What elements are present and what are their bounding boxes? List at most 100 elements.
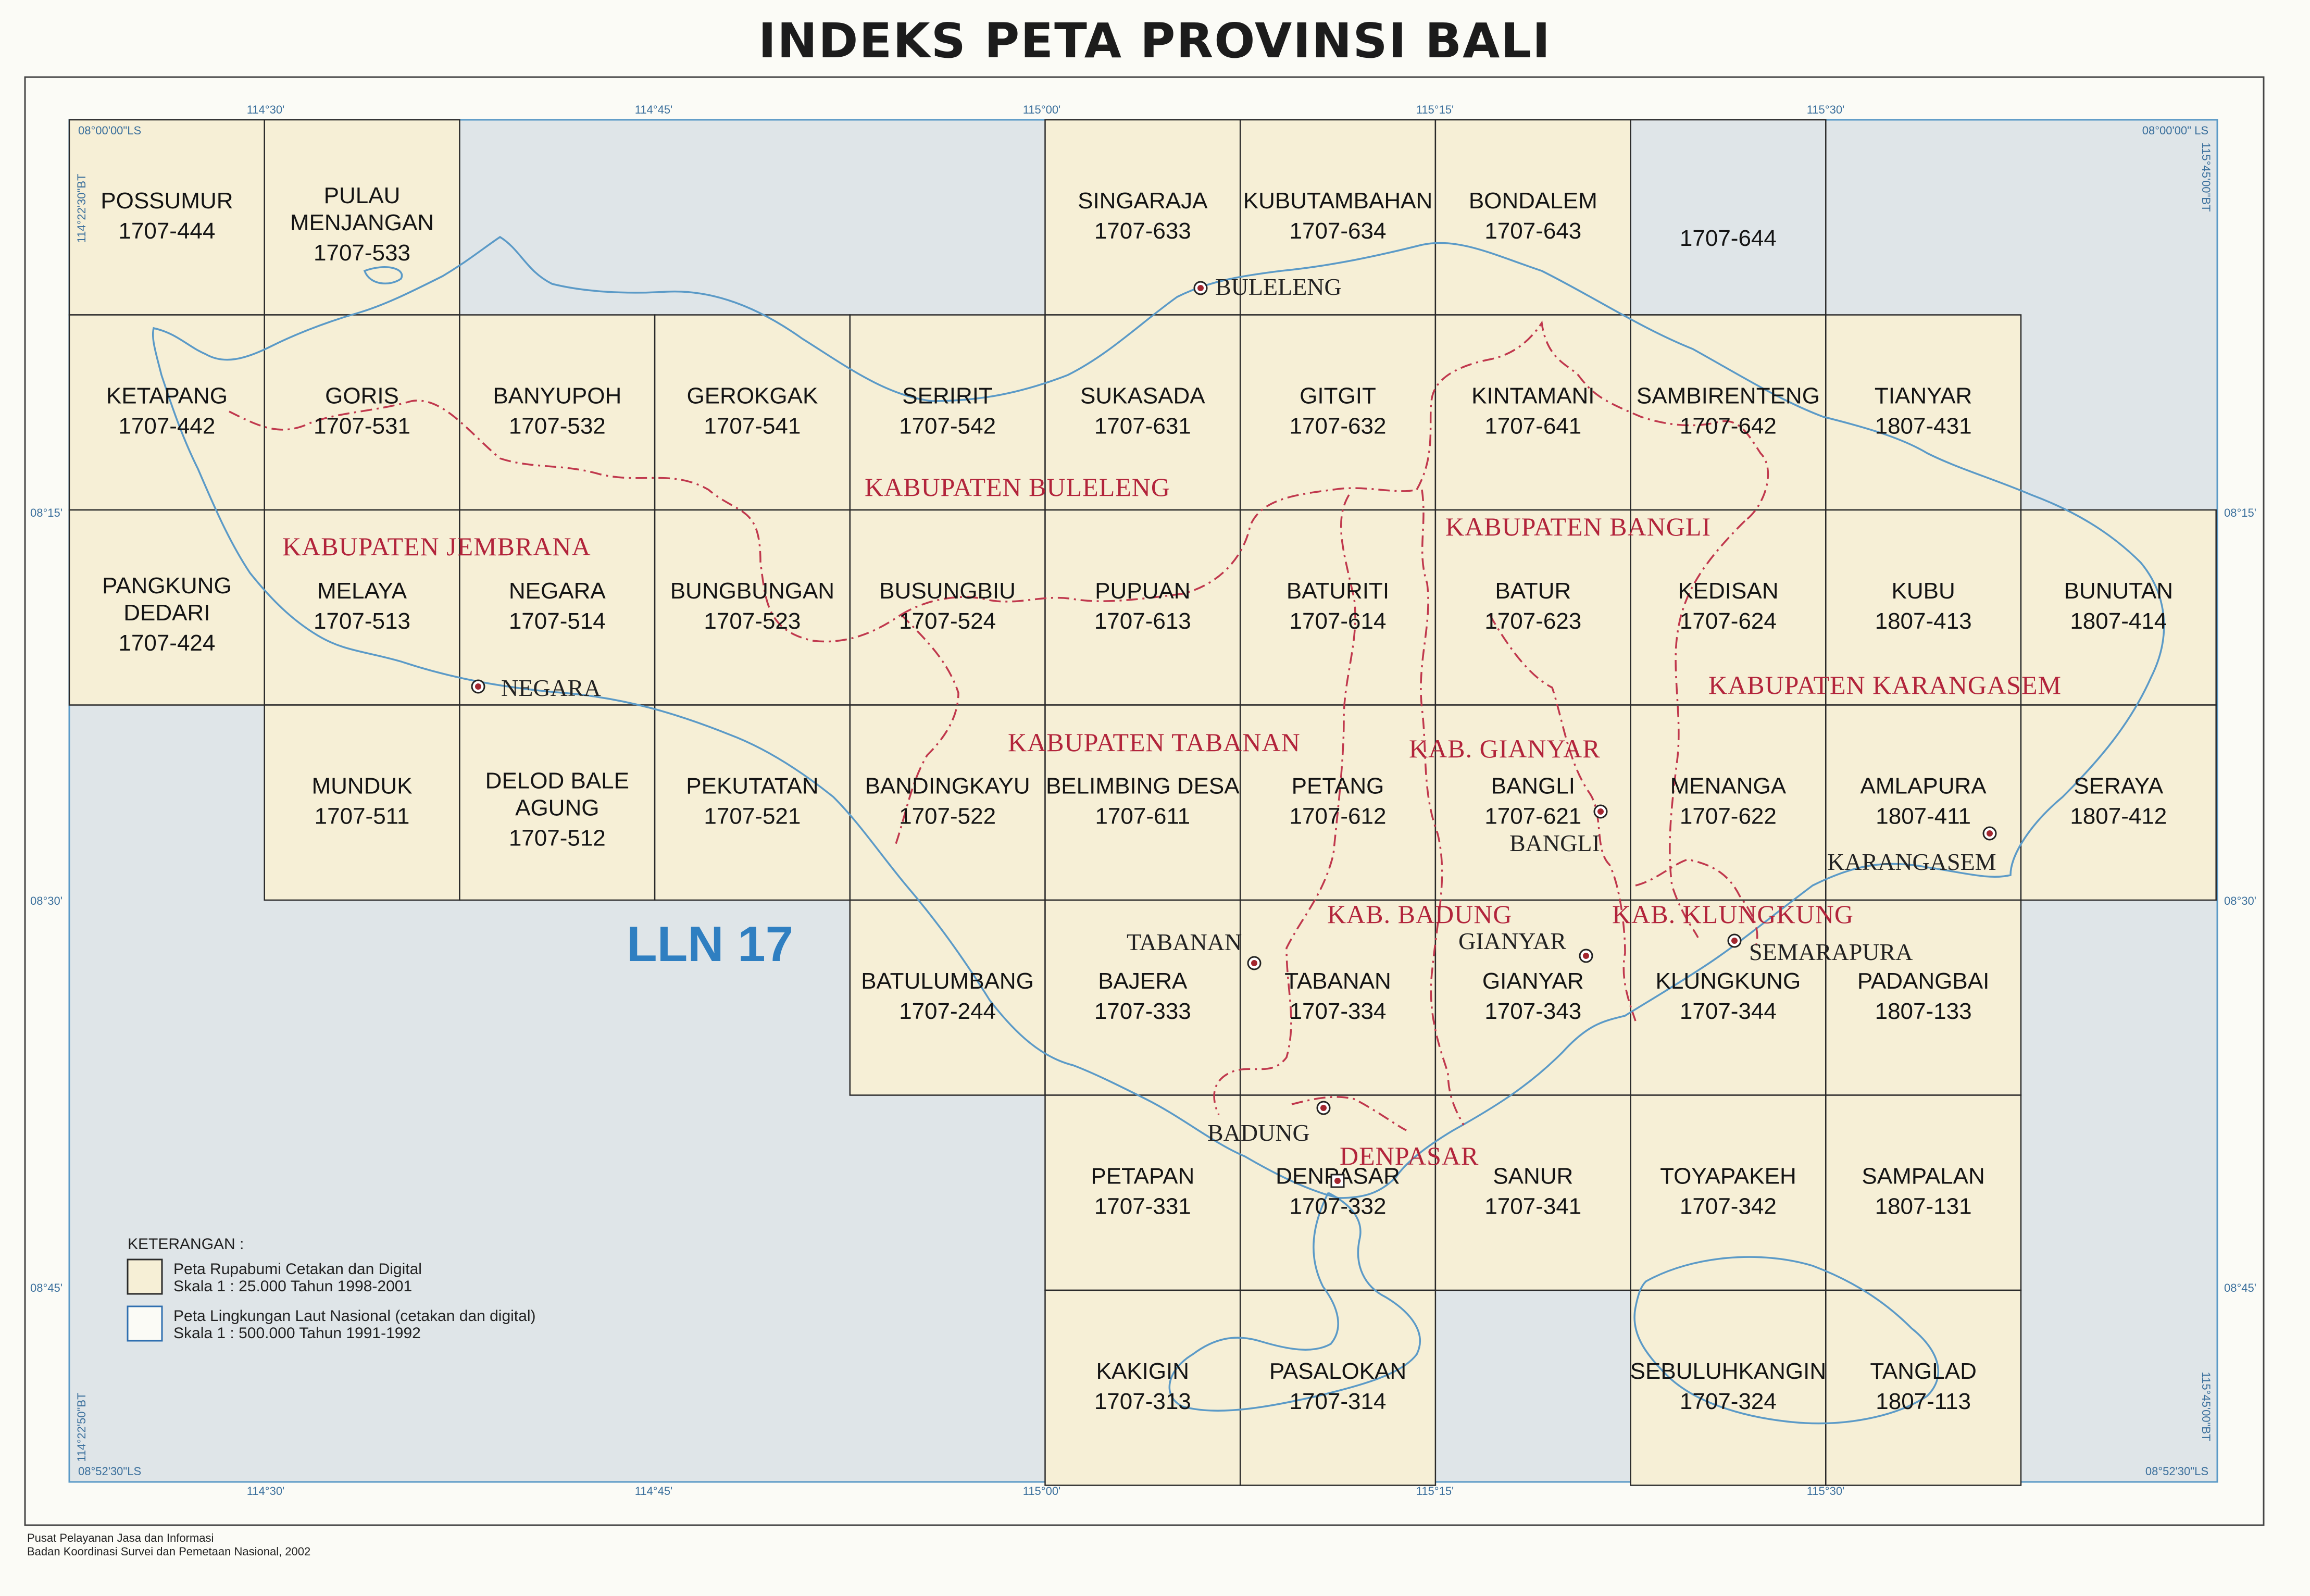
- sheet-code: 1707-521: [704, 804, 801, 829]
- sheet-name: POSSUMUR: [101, 188, 233, 214]
- town-marker-dot: [1583, 953, 1589, 959]
- sheet-name: PEKUTATAN: [686, 774, 818, 799]
- sheet-name: SUKASADA: [1080, 383, 1205, 409]
- sheet-code: 1707-631: [1094, 414, 1191, 439]
- sheet-code: 1707-244: [899, 999, 996, 1024]
- sheet-name: TABANAN: [1284, 968, 1391, 994]
- sheet-code: 1707-644: [1680, 226, 1777, 251]
- town-gianyar: GIANYAR: [1458, 928, 1593, 963]
- sheet-code: 1707-541: [704, 414, 801, 439]
- sheet-label: SEBULUHKANGIN 1707-324: [1630, 1358, 1827, 1414]
- sheet-label: MENANGA 1707-622: [1670, 774, 1787, 829]
- sheet-cell: [1044, 314, 1241, 511]
- legend: KETERANGAN : Peta Rupabumi Cetakan dan D…: [127, 1236, 535, 1342]
- town-label: BADUNG: [1207, 1119, 1310, 1146]
- town-bangli: BANGLI: [1509, 804, 1608, 856]
- sheet-name: PASALOKAN: [1269, 1358, 1406, 1384]
- legend-item2-line1: Peta Lingkungan Laut Nasional (cetakan d…: [173, 1307, 535, 1325]
- outer-border: [24, 76, 2265, 1526]
- sheet-cell: [1044, 899, 1241, 1096]
- lon-label-bottom-4: 115°15': [1416, 1485, 1454, 1498]
- sheet-label: SERAYA 1807-412: [2070, 774, 2167, 829]
- sheet-label: SINGARAJA 1707-633: [1078, 188, 1208, 244]
- sheet-name: KUBUTAMBAHAN: [1243, 188, 1432, 214]
- sheet-name: BANGLI: [1491, 774, 1575, 799]
- sheet-cell: [1630, 509, 1827, 706]
- sheet-code: 1707-343: [1484, 999, 1581, 1024]
- sheet-code: 1707-613: [1094, 608, 1191, 634]
- sheet-name: PULAU: [324, 183, 401, 208]
- sheet-name: DEDARI: [123, 600, 210, 626]
- boundary-jembrana-tabanan: [895, 614, 959, 844]
- sheet-label: SAMBIRENTENG 1707-642: [1637, 383, 1820, 439]
- lat-label-left-1: 08°15': [30, 506, 63, 519]
- sheet-name: PUPUAN: [1095, 578, 1190, 604]
- sheet-name: GORIS: [325, 383, 399, 409]
- sheet-code: 1707-624: [1680, 608, 1777, 634]
- corner-top-left: 08°00'00"LS: [78, 124, 141, 137]
- sheet-label: AMLAPURA 1807-411: [1861, 774, 1987, 829]
- sheet-cell: [459, 314, 656, 511]
- sheet-cell: [1044, 1289, 1241, 1486]
- sheet-cell: [1630, 1289, 1827, 1486]
- sheet-name: SAMBIRENTENG: [1637, 383, 1820, 409]
- sheet-name: KAKIGIN: [1096, 1358, 1190, 1384]
- sheet-cell: [654, 704, 851, 901]
- sheet-code: 1707-313: [1094, 1389, 1191, 1414]
- sheet-name: MUNDUK: [311, 774, 412, 799]
- sheet-name: AMLAPURA: [1861, 774, 1987, 799]
- lon-label-bottom-3: 115°00': [1023, 1485, 1061, 1498]
- region-label-denpasar: DENPASAR: [1340, 1141, 1479, 1170]
- lon-label-top-3: 115°00': [1023, 103, 1061, 116]
- sheet-cell: [1630, 119, 1827, 316]
- sheet-code: 1807-431: [1875, 414, 1972, 439]
- town-tabanan: TABANAN: [1127, 929, 1262, 970]
- sheet-label: TIANYAR 1807-431: [1875, 383, 1972, 439]
- boundary-tabanan-badung: [1213, 494, 1356, 1115]
- town-label: NEGARA: [501, 675, 601, 701]
- sheet-label: BATURITI 1707-614: [1287, 578, 1389, 634]
- town-marker-dot: [1597, 808, 1604, 815]
- sheet-cell: [1434, 899, 1631, 1096]
- sheet-cell: [68, 119, 265, 316]
- sheet-code: 1707-641: [1484, 414, 1581, 439]
- sheet-name: BUNUTAN: [2064, 578, 2173, 604]
- sheet-label: BANGLI 1707-621: [1484, 774, 1581, 829]
- town-marker-dot: [1197, 285, 1204, 291]
- town-label: KARANGASEM: [1827, 849, 1996, 875]
- sheet-code: 1707-524: [899, 608, 996, 634]
- sheet-cell: [68, 314, 265, 511]
- town-marker-dot: [1731, 938, 1738, 944]
- sheet-code: 1707-342: [1680, 1194, 1777, 1219]
- sheet-label: GIANYAR 1707-343: [1482, 968, 1584, 1024]
- sheet-code: 1707-621: [1484, 804, 1581, 829]
- sheet-name: GEROKGAK: [686, 383, 818, 409]
- sheet-name: GIANYAR: [1482, 968, 1584, 994]
- sheet-code: 1707-513: [314, 608, 410, 634]
- map-title: INDEKS PETA PROVINSI BALI: [758, 13, 1551, 69]
- sheet-code: 1707-634: [1290, 218, 1387, 244]
- sheet-name: SINGARAJA: [1078, 188, 1208, 214]
- sheet-name: BANDINGKAYU: [865, 774, 1030, 799]
- sheet-name: KLUNGKUNG: [1656, 968, 1801, 994]
- sheet-cell: [1630, 314, 1827, 511]
- town-marker-dot: [1251, 960, 1257, 966]
- sheet-code: 1707-614: [1290, 608, 1387, 634]
- sheet-code: 1807-131: [1875, 1194, 1972, 1219]
- sheet-code: 1707-643: [1484, 218, 1581, 244]
- sheet-cell: [2020, 704, 2217, 901]
- corner-right-bottom-vertical: 115°45'00"BT: [2200, 1372, 2213, 1441]
- region-label-karangasem: KABUPATEN KARANGASEM: [1708, 670, 2062, 700]
- sheet-label: MELAYA 1707-513: [314, 578, 410, 634]
- sheet-label: SAMPALAN 1807-131: [1862, 1164, 1984, 1219]
- region-label-jembrana: KABUPATEN JEMBRANA: [282, 532, 591, 561]
- lon-label-top-2: 114°45': [635, 103, 673, 116]
- credit-line-1: Pusat Pelayanan Jasa dan Informasi: [27, 1531, 214, 1544]
- sheet-name: KEDISAN: [1678, 578, 1778, 604]
- sheet-cell: [1044, 509, 1241, 706]
